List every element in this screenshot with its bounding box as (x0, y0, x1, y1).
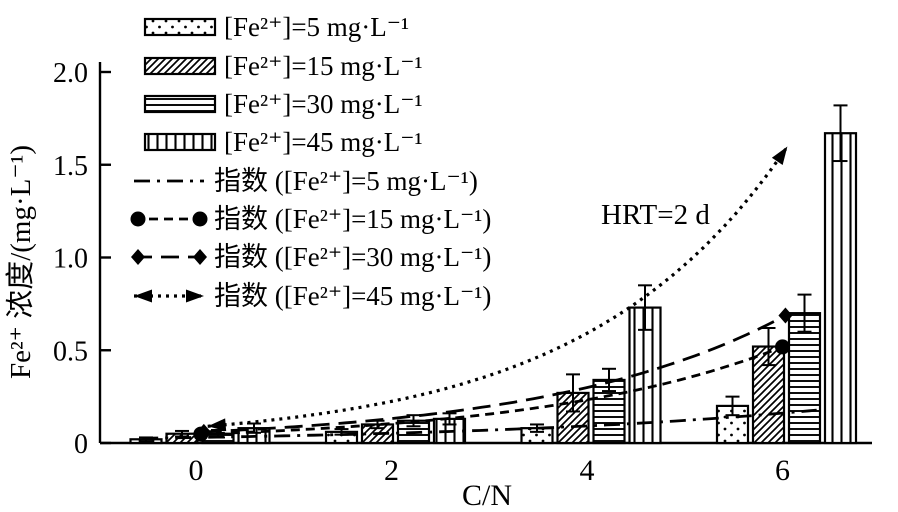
arrowhead-icon (186, 289, 204, 303)
legend-item-fit-longdash: 指数 ([Fe²⁺]=30 mg·L⁻¹) (131, 242, 491, 272)
legend-label: [Fe²⁺]=15 mg·L⁻¹ (224, 51, 423, 81)
x-tick-label: 0 (189, 454, 204, 487)
diamond-marker-icon (131, 249, 145, 265)
fit-curve-dash (200, 345, 784, 436)
legend-swatch-vertical (143, 132, 217, 152)
x-tick-label: 6 (775, 454, 790, 487)
legend-label: [Fe²⁺]=45 mg·L⁻¹ (224, 127, 423, 157)
bar-vertical-cn6 (823, 132, 858, 445)
diamond-marker-icon (778, 307, 793, 324)
legend-item-bar-dots: [Fe²⁺]=5 mg·L⁻¹ (143, 12, 409, 42)
diamond-marker-icon (193, 249, 207, 265)
bar-horizontal-cn6 (787, 312, 822, 445)
fit-curve-longdash (203, 314, 787, 434)
arrowhead-icon (134, 289, 152, 303)
legend: [Fe²⁺]=5 mg·L⁻¹ [Fe²⁺]=15 mg·L⁻¹ [Fe²⁺]=30… (130, 12, 491, 311)
legend-item-fit-dashdot: 指数 ([Fe²⁺]=5 mg·L⁻¹) (134, 166, 478, 196)
legend-swatch-diagonal (143, 56, 217, 76)
plot-area: 0 0.5 1.0 1.5 2.0 0 2 4 6 (53, 58, 872, 487)
fit-curve-dotted (207, 145, 789, 428)
legend-label: [Fe²⁺]=5 mg·L⁻¹ (224, 12, 409, 42)
y-axis-title: Fe²⁺ 浓度/(mg·L⁻¹) (4, 145, 37, 379)
arrowhead-icon (771, 146, 788, 165)
x-axis-title: C/N (462, 479, 512, 512)
legend-label: 指数 ([Fe²⁺]=15 mg·L⁻¹) (214, 204, 491, 234)
y-tick-label: 0 (74, 429, 88, 460)
legend-item-fit-dash: 指数 ([Fe²⁺]=15 mg·L⁻¹) (130, 204, 491, 234)
legend-swatch-dots (143, 17, 217, 37)
circle-marker-icon (192, 211, 208, 227)
legend-label: 指数 ([Fe²⁺]=45 mg·L⁻¹) (214, 281, 491, 311)
legend-swatch-horizontal (143, 94, 217, 114)
legend-item-bar-horizontal: [Fe²⁺]=30 mg·L⁻¹ (143, 89, 423, 119)
arrowhead-icon (207, 418, 227, 432)
annotation-hrt: HRT=2 d (601, 199, 710, 231)
y-tick-label: 2.0 (53, 58, 88, 89)
legend-item-fit-dotted: 指数 ([Fe²⁺]=45 mg·L⁻¹) (134, 281, 491, 311)
legend-label: 指数 ([Fe²⁺]=30 mg·L⁻¹) (214, 242, 491, 272)
x-tick-label: 2 (384, 454, 399, 487)
y-tick-label: 1.5 (53, 151, 88, 182)
y-tick-label: 0.5 (53, 336, 88, 367)
diamond-marker-icon (196, 423, 211, 440)
legend-label: 指数 ([Fe²⁺]=5 mg·L⁻¹) (214, 166, 478, 196)
fit-curve-dashdot (142, 408, 817, 440)
x-tick-label: 4 (580, 454, 595, 487)
legend-label: [Fe²⁺]=30 mg·L⁻¹ (224, 89, 423, 119)
y-tick-label: 1.0 (53, 244, 88, 275)
circle-marker-icon (775, 339, 790, 355)
legend-item-bar-diagonal: [Fe²⁺]=15 mg·L⁻¹ (143, 51, 423, 81)
legend-item-bar-vertical: [Fe²⁺]=45 mg·L⁻¹ (143, 127, 423, 157)
circle-marker-icon (130, 211, 146, 227)
